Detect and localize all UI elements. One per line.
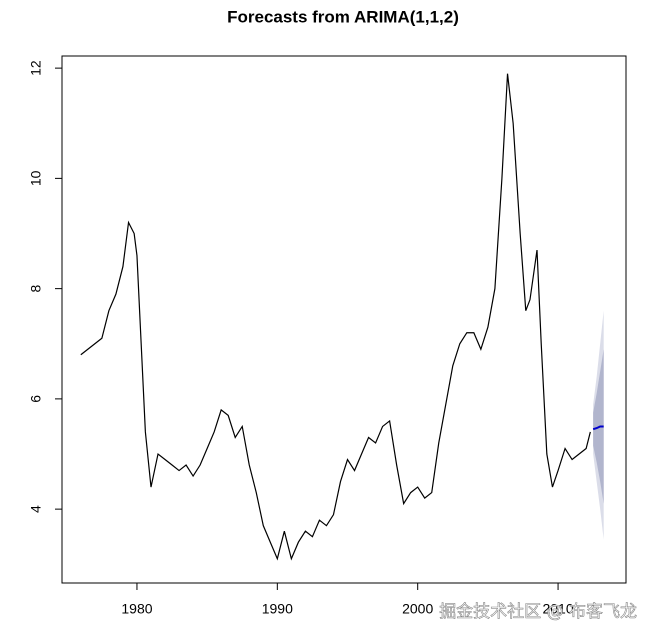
- forecast-line: [592, 425, 604, 431]
- x-tick-label: 2000: [402, 601, 433, 617]
- y-tick-label: 10: [28, 170, 44, 186]
- y-tick-label: 12: [28, 60, 44, 76]
- y-tick-label: 4: [28, 505, 44, 513]
- y-tick-label: 8: [28, 285, 44, 293]
- x-tick-label: 2010: [542, 601, 573, 617]
- chart-title: Forecasts from ARIMA(1,1,2): [227, 7, 459, 26]
- x-tick-label: 1980: [121, 601, 152, 617]
- x-tick-label: 1990: [262, 601, 293, 617]
- plot-box: [61, 55, 627, 584]
- series-line: [80, 73, 591, 561]
- watermark: 掘金技术社区 @ 布客飞龙: [439, 602, 637, 622]
- y-tick-label: 6: [28, 395, 44, 403]
